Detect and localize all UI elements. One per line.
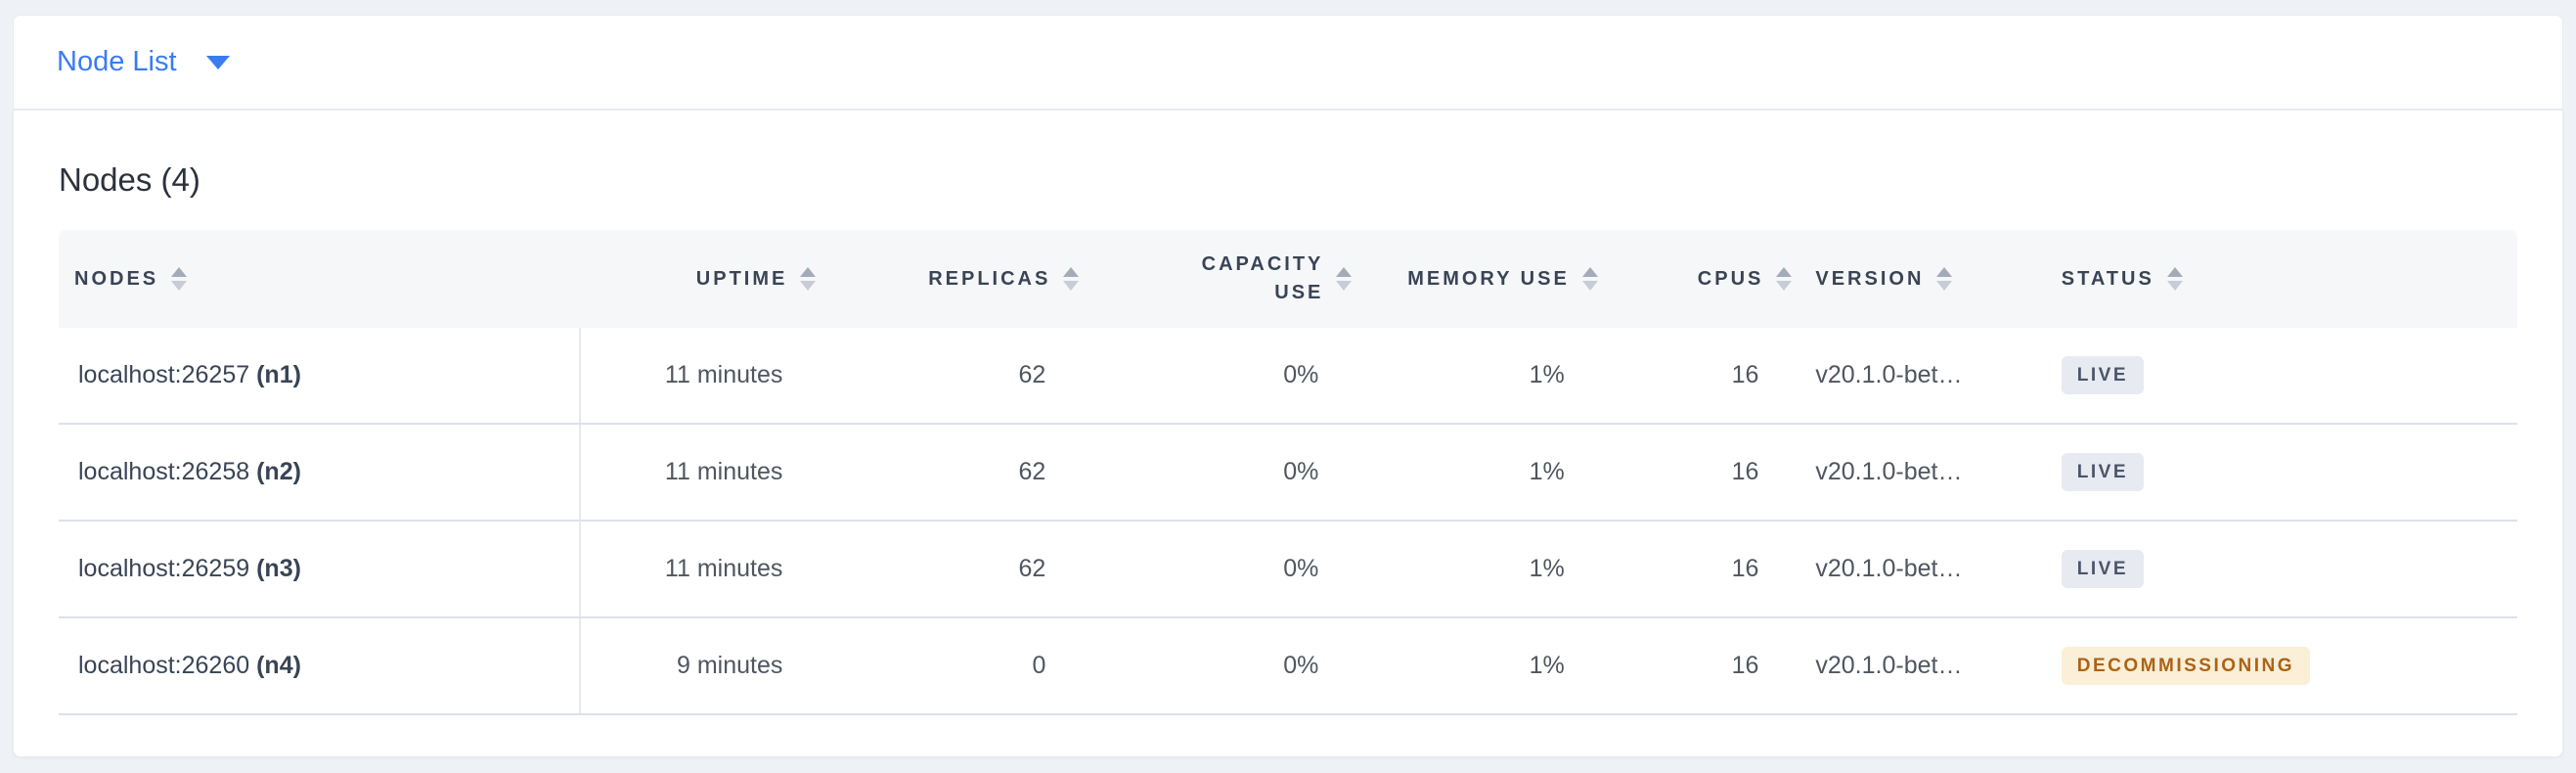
capacity-use-cell: 0% <box>1088 521 1362 618</box>
status-cell: LIVE <box>2047 521 2517 618</box>
node-address: localhost:26258 <box>78 458 250 485</box>
column-header-replicas[interactable]: REPLICAS <box>825 230 1089 328</box>
page-title: Nodes (4) <box>59 161 200 198</box>
table-header-row: NODES UPTIME REPLICAS <box>59 230 2517 328</box>
node-address: localhost:26260 <box>78 652 250 679</box>
status-cell: LIVE <box>2047 424 2517 522</box>
column-label: REPLICAS <box>928 267 1051 290</box>
replicas-cell: 0 <box>825 617 1089 715</box>
node-address-cell: localhost:26260 (n4) <box>59 617 581 715</box>
column-header-capacity-use[interactable]: CAPACITY USE <box>1088 230 1362 328</box>
uptime-cell: 9 minutes <box>579 617 826 715</box>
nodes-card: Nodes (4) NODES <box>13 111 2563 757</box>
memory-use-cell: 1% <box>1361 424 1608 522</box>
sort-icon <box>1063 267 1080 291</box>
node-id: (n1) <box>256 361 301 388</box>
status-badge: LIVE <box>2061 550 2144 588</box>
column-header-version[interactable]: VERSION <box>1801 230 2048 328</box>
version-cell: v20.1.0-bet… <box>1801 617 2048 715</box>
capacity-use-cell: 0% <box>1088 617 1362 715</box>
status-badge: DECOMMISSIONING <box>2061 647 2310 685</box>
table-row-node-4[interactable]: localhost:26260 (n4) 9 minutes 0 0% 1% 1… <box>59 617 2517 715</box>
node-id: (n4) <box>256 652 301 679</box>
column-label: MEMORY USE <box>1407 267 1570 290</box>
node-id: (n3) <box>256 555 301 582</box>
node-address-cell: localhost:26257 (n1) <box>59 328 581 425</box>
version-cell: v20.1.0-bet… <box>1801 328 2048 425</box>
column-label: NODES <box>74 267 159 290</box>
nodes-table: NODES UPTIME REPLICAS <box>59 230 2517 715</box>
sort-icon <box>800 267 817 291</box>
sort-icon <box>2166 267 2183 291</box>
uptime-cell: 11 minutes <box>579 521 826 618</box>
capacity-use-cell: 0% <box>1088 328 1362 425</box>
sort-icon <box>1336 267 1353 291</box>
status-badge: LIVE <box>2061 356 2144 394</box>
view-dropdown-label: Node List <box>57 46 177 77</box>
column-label: UPTIME <box>695 267 788 290</box>
sort-icon <box>171 267 188 291</box>
node-list-page: Node List Nodes (4) NODES <box>0 15 2576 773</box>
uptime-cell: 11 minutes <box>579 424 826 522</box>
table-row-node-1[interactable]: localhost:26257 (n1) 11 minutes 62 0% 1%… <box>59 328 2517 425</box>
column-header-cpus[interactable]: CPUS <box>1607 230 1802 328</box>
column-header-status[interactable]: STATUS <box>2047 230 2517 328</box>
column-label: VERSION <box>1815 267 1925 290</box>
replicas-cell: 62 <box>825 521 1089 618</box>
version-cell: v20.1.0-bet… <box>1801 521 2048 618</box>
sort-icon <box>1936 267 1953 291</box>
column-label: STATUS <box>2061 267 2154 290</box>
cpus-cell: 16 <box>1607 424 1802 522</box>
status-cell: LIVE <box>2047 328 2517 425</box>
table-row-node-2[interactable]: localhost:26258 (n2) 11 minutes 62 0% 1%… <box>59 424 2517 522</box>
replicas-cell: 62 <box>825 328 1089 425</box>
uptime-cell: 11 minutes <box>579 328 826 425</box>
node-address: localhost:26257 <box>78 361 250 388</box>
node-address-cell: localhost:26259 (n3) <box>59 521 581 618</box>
memory-use-cell: 1% <box>1361 617 1608 715</box>
node-id: (n2) <box>256 458 301 485</box>
column-label: CPUS <box>1697 267 1764 290</box>
node-address: localhost:26259 <box>78 555 250 582</box>
replicas-cell: 62 <box>825 424 1089 522</box>
memory-use-cell: 1% <box>1361 521 1608 618</box>
column-header-uptime[interactable]: UPTIME <box>579 230 826 328</box>
cpus-cell: 16 <box>1607 521 1802 618</box>
status-cell: DECOMMISSIONING <box>2047 617 2517 715</box>
sort-icon <box>1581 267 1598 291</box>
table-row-node-3[interactable]: localhost:26259 (n3) 11 minutes 62 0% 1%… <box>59 521 2517 618</box>
status-badge: LIVE <box>2061 453 2144 491</box>
cpus-cell: 16 <box>1607 617 1802 715</box>
memory-use-cell: 1% <box>1361 328 1608 425</box>
cpus-cell: 16 <box>1607 328 1802 425</box>
node-address-cell: localhost:26258 (n2) <box>59 424 581 522</box>
view-dropdown[interactable]: Node List <box>57 46 230 78</box>
column-label: CAPACITY USE <box>1201 253 1324 303</box>
capacity-use-cell: 0% <box>1088 424 1362 522</box>
view-selector-bar: Node List <box>13 15 2563 111</box>
column-header-nodes[interactable]: NODES <box>59 230 580 328</box>
chevron-down-icon <box>205 55 230 69</box>
version-cell: v20.1.0-bet… <box>1801 424 2048 522</box>
column-header-memory-use[interactable]: MEMORY USE <box>1361 230 1608 328</box>
sort-icon <box>1776 267 1793 291</box>
